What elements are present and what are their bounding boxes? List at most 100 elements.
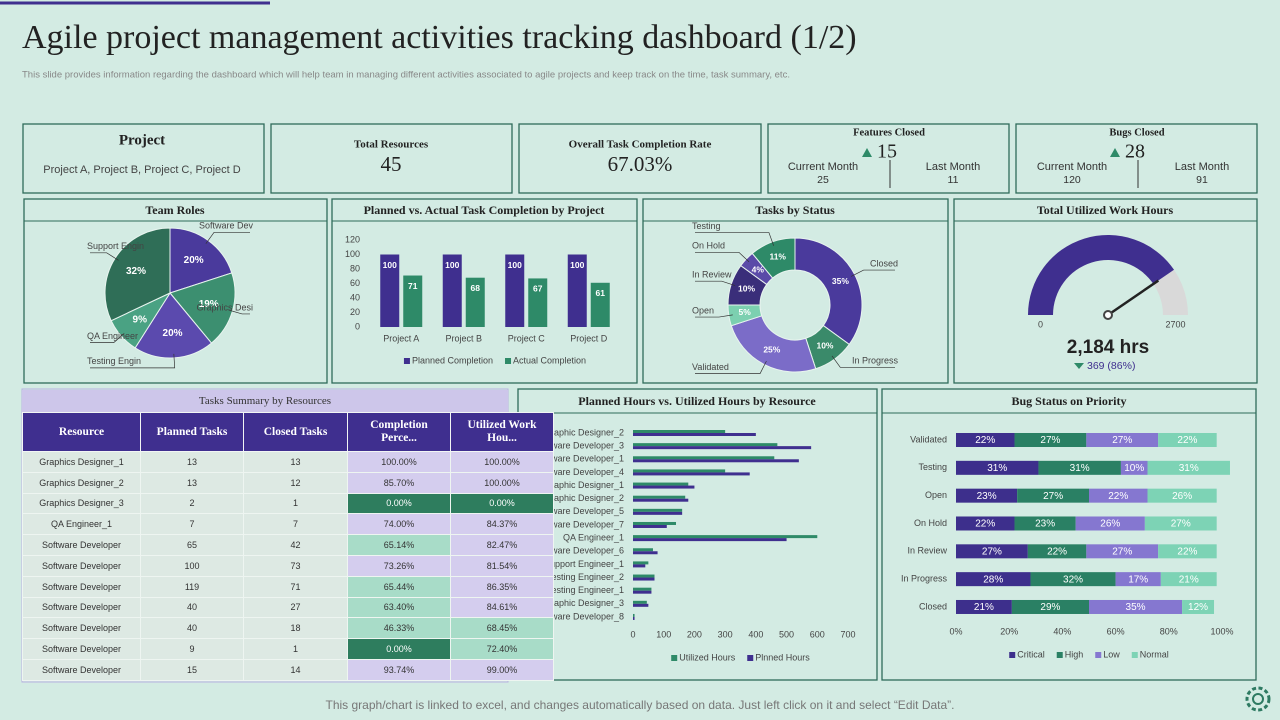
bar — [590, 282, 610, 327]
value-label: 22% — [975, 519, 995, 530]
value-label: 71 — [408, 281, 418, 291]
bar-segment — [1120, 460, 1148, 475]
table-cell: 0.00% — [450, 492, 554, 515]
bar-segment — [1086, 433, 1159, 447]
category-label: Graphics Desi — [196, 302, 253, 312]
card-value: 25 — [817, 174, 829, 186]
table-cell: 100.00% — [450, 471, 554, 494]
slice-label: 10% — [816, 341, 833, 351]
legend-label: Critical — [1017, 649, 1045, 659]
bar-segment — [956, 599, 1012, 614]
bar-segment — [1158, 544, 1217, 559]
bar — [633, 485, 695, 489]
y-tick-label: Software Developer_6 — [535, 546, 624, 556]
slice-label: 35% — [832, 276, 849, 286]
table-cell: 7 — [140, 513, 244, 536]
table-cell: 82.47% — [450, 534, 554, 556]
page-subtitle: This slide provides information regardin… — [22, 70, 790, 81]
table-cell: Software Developer — [22, 534, 141, 556]
column-header: Utilized Work Hou... — [450, 412, 554, 452]
bar — [633, 511, 683, 515]
table-row: Software Developer 9 1 0.00% 72.40% — [22, 638, 554, 660]
bar — [633, 616, 635, 620]
bar — [633, 521, 676, 525]
y-tick-label: Validated — [910, 434, 947, 444]
value-label: 27% — [1043, 491, 1063, 502]
table-cell: 68.45% — [450, 617, 554, 640]
panel — [642, 198, 949, 384]
card-value: 45 — [381, 152, 402, 176]
bar — [633, 495, 686, 499]
table-cell: 119 — [140, 575, 244, 598]
value-label: 27% — [1112, 546, 1132, 557]
legend: Planned Completion Actual Completion — [403, 355, 586, 365]
leader-line — [90, 252, 119, 261]
value-label: 22% — [1177, 435, 1197, 446]
legend-swatch — [1056, 652, 1063, 658]
table-cell: Graphics Designer_1 — [22, 451, 141, 473]
legend-label: Utilized Hours — [679, 652, 736, 662]
table-cell: Software Developer — [22, 638, 141, 660]
chart-title: Total Utilized Work Hours — [1037, 203, 1174, 217]
card — [518, 123, 762, 194]
card-title: Features Closed — [853, 127, 925, 138]
table-cell: Software Developer — [22, 617, 141, 640]
table-cell: 2 — [140, 492, 244, 515]
y-tick-label: Graphic Designer_2 — [544, 427, 624, 437]
y-tick-label: Software Developer_3 — [535, 441, 624, 451]
bar-segment — [1014, 516, 1076, 531]
bar-segment — [1158, 433, 1217, 447]
bar-segment — [956, 433, 1015, 447]
table-row: Software Developer 15 14 93.74% 99.00% — [22, 658, 554, 681]
legend: Utilized Hours Plnned Hours — [671, 652, 810, 662]
table-cell: 14 — [243, 658, 348, 681]
legend-label: Actual Completion — [513, 355, 586, 365]
card-value: 91 — [1196, 174, 1208, 186]
bar — [380, 254, 400, 327]
panel — [23, 198, 328, 384]
up-arrow — [1110, 148, 1120, 157]
slice-label: 5% — [738, 307, 751, 317]
table-cell: 0.00% — [347, 492, 451, 515]
bar — [505, 254, 525, 327]
bar — [633, 430, 726, 433]
y-tick-label: Software Developer_4 — [535, 467, 624, 477]
category-label: On Hold — [692, 241, 725, 251]
value-label: 35% — [1126, 602, 1146, 613]
legend-label: Planned Completion — [412, 355, 493, 365]
bar — [633, 508, 683, 512]
table-cell: 93.74% — [347, 658, 451, 681]
chart-title: Tasks by Status — [755, 203, 835, 217]
chart-title: Team Roles — [145, 203, 205, 217]
bar — [633, 590, 652, 594]
x-tick-label: 20% — [1000, 626, 1018, 636]
table-cell: 46.33% — [347, 617, 451, 640]
bar — [633, 524, 667, 528]
bar-segment — [1017, 488, 1089, 503]
bar-segment — [1075, 516, 1145, 531]
table-cell: 13 — [243, 451, 348, 473]
table-cell: 85.70% — [347, 471, 451, 494]
value-label: 21% — [974, 602, 994, 613]
category-label: QA Engineer — [87, 331, 138, 341]
value-label: 21% — [1179, 574, 1199, 585]
table-cell: 13 — [140, 451, 244, 473]
page-title: Agile project management activities trac… — [22, 19, 857, 56]
y-tick-label: 40 — [350, 292, 360, 302]
bar — [633, 577, 655, 581]
value-label: 23% — [977, 491, 997, 502]
y-tick-label: Testing Engineer_2 — [547, 572, 624, 582]
value-label: 17% — [1128, 574, 1148, 585]
table-cell: 27 — [243, 596, 348, 619]
table-cell: 40 — [140, 617, 244, 640]
legend-swatch — [403, 358, 410, 364]
card-value: 67.03% — [608, 152, 673, 176]
value-label: 100 — [445, 260, 459, 270]
table-cell: Software Developer — [22, 554, 141, 577]
table-cell: 99.00% — [450, 658, 554, 681]
bar — [633, 446, 812, 450]
y-tick-label: Testing — [918, 462, 947, 472]
chart-title: Planned vs. Actual Task Completion by Pr… — [364, 203, 605, 217]
value-label: 100 — [570, 260, 584, 270]
